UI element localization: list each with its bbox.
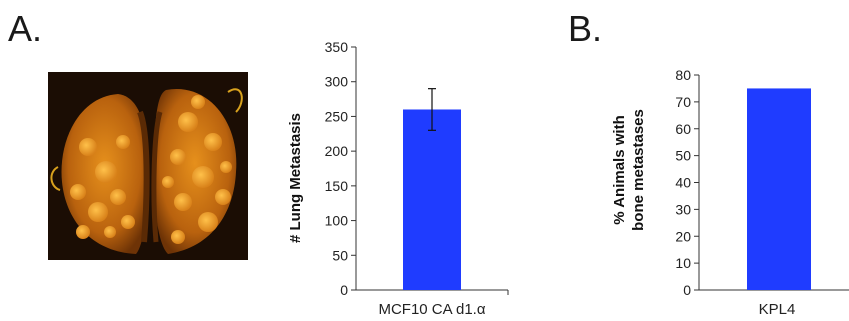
chart2-y-axis-label-line1: % Animals with xyxy=(611,115,628,224)
chart1-category-label: MCF10 CA d1.α xyxy=(378,301,485,318)
chart1-y-axis-label: # Lung Metastasis xyxy=(287,113,304,243)
chart2-y-tick-label: 80 xyxy=(675,67,691,83)
lung-photo-graphic xyxy=(48,72,248,260)
chart1-y-tick-label: 250 xyxy=(325,108,349,124)
chart1-y-tick-label: 100 xyxy=(325,213,349,229)
chart2-y-axis-label-line2: bone metastases xyxy=(630,109,647,231)
chart1-y-tick-label: 50 xyxy=(332,247,348,263)
chart2-y-tick-label: 50 xyxy=(675,148,691,164)
lung-metastasis-photo xyxy=(48,72,248,260)
chart2-y-tick-label: 60 xyxy=(675,121,691,137)
chart2-y-tick-label: 10 xyxy=(675,255,691,271)
chart1-y-tick-label: 350 xyxy=(325,39,349,55)
chart2-category-label: KPL4 xyxy=(759,301,796,318)
panel-label-a: A. xyxy=(8,8,43,49)
chart2-y-tick-label: 0 xyxy=(683,282,691,298)
chart1-y-tick-label: 0 xyxy=(340,282,348,298)
chart2-y-tick-label: 30 xyxy=(675,201,691,217)
chart1-y-tick-label: 300 xyxy=(325,74,349,90)
chart2-bar xyxy=(747,88,811,290)
panel-label-b: B. xyxy=(568,8,603,49)
chart1-y-tick-label: 200 xyxy=(325,143,349,159)
chart1-bar xyxy=(403,109,461,290)
chart1-y-tick-label: 150 xyxy=(325,178,349,194)
chart2-y-tick-label: 40 xyxy=(675,175,691,191)
chart2-y-tick-label: 70 xyxy=(675,94,691,110)
chart2-y-tick-label: 20 xyxy=(675,228,691,244)
